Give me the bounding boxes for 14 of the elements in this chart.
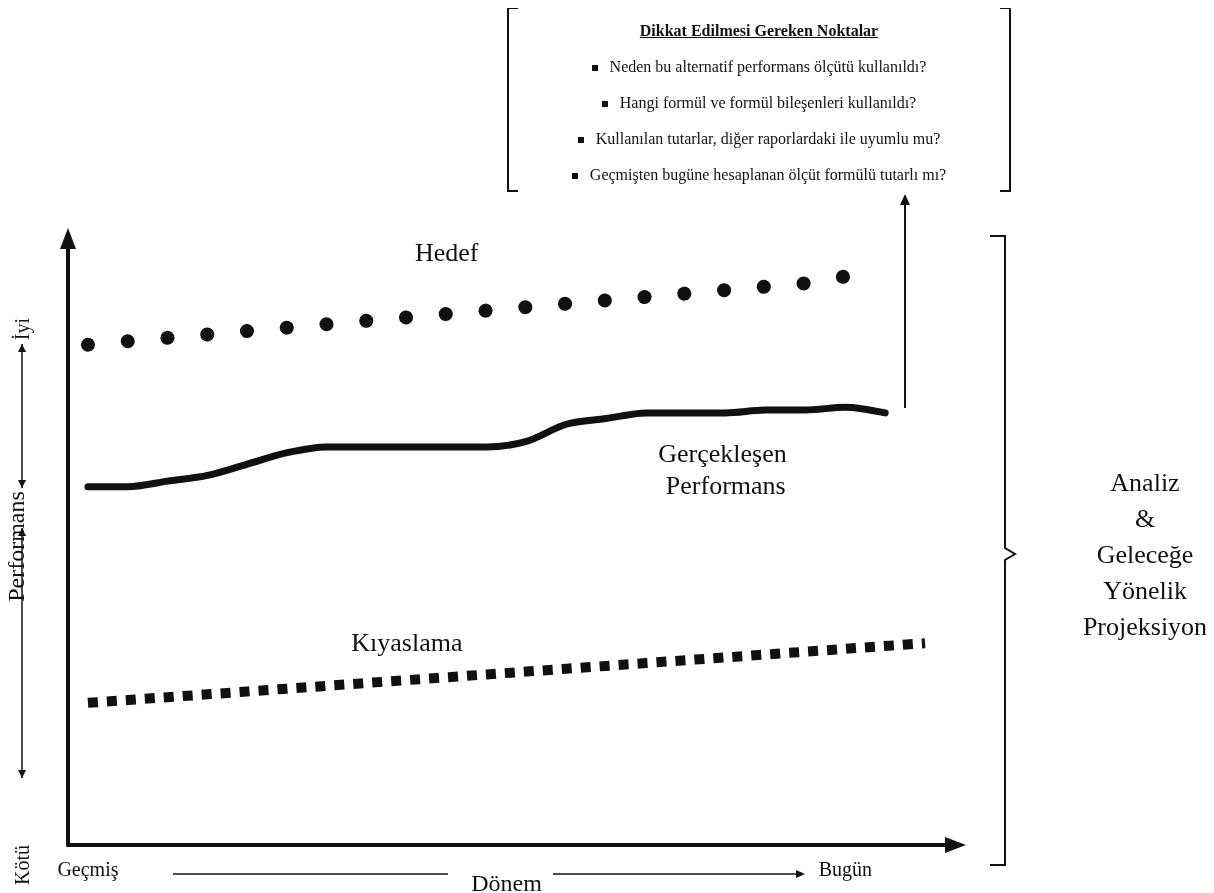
text: Kullanılan tutarlar, diğer raporlardaki ile uyumlu mu?	[595, 130, 941, 147]
text: Analiz & Geleceğe Yönelik Projeksiyon	[1082, 467, 1208, 641]
series-label: Gerçekleşen Performans	[658, 439, 794, 501]
x-axis-title: Dönem	[471, 870, 543, 893]
text: Kötü	[11, 845, 33, 885]
text: Geçmişten bugüne hesaplanan ölçüt formülü tutarlı mı?	[589, 166, 947, 183]
text: İyi	[11, 317, 34, 341]
x-tick-label: Bugün	[818, 858, 873, 881]
x-tick-label: Geçmiş	[57, 858, 119, 881]
series-label: Kıyaslama	[351, 627, 463, 657]
text: Dikkat Edilmesi Gereken Noktalar	[638, 22, 880, 40]
series-label: Hedef	[414, 238, 479, 268]
text: Hangi formül ve formül bileşenleri kullanıldı?	[619, 94, 917, 111]
text: Neden bu alternatif performans ölçütü kullanıldı?	[609, 58, 927, 75]
